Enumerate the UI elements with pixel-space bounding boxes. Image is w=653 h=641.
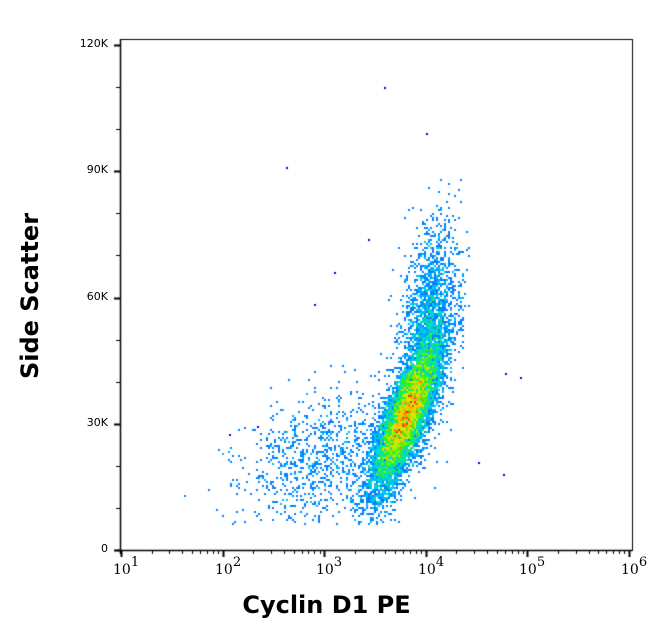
x-tick-label: 106 xyxy=(621,556,647,578)
x-tick-label: 102 xyxy=(215,556,241,578)
x-tick-base: 10 xyxy=(113,562,131,578)
x-tick-label: 105 xyxy=(519,556,545,578)
x-tick-exponent: 1 xyxy=(130,555,140,571)
x-tick-label: 103 xyxy=(316,556,342,578)
y-tick-label: 120K xyxy=(79,37,108,50)
x-axis-title: Cyclin D1 PE xyxy=(242,591,411,619)
x-tick-label: 104 xyxy=(418,556,444,578)
x-tick-base: 10 xyxy=(418,562,436,578)
y-tick-label: 30K xyxy=(86,416,108,429)
x-tick-base: 10 xyxy=(621,562,639,578)
x-tick-base: 10 xyxy=(215,562,233,578)
x-tick-exponent: 5 xyxy=(536,555,546,571)
x-tick-exponent: 4 xyxy=(435,555,445,571)
x-tick-base: 10 xyxy=(316,562,334,578)
y-tick-label: 90K xyxy=(86,163,108,176)
y-tick-label: 60K xyxy=(86,290,108,303)
y-tick-label: 0 xyxy=(101,542,108,555)
x-tick-label: 101 xyxy=(113,556,139,578)
x-tick-exponent: 6 xyxy=(638,555,648,571)
x-tick-exponent: 2 xyxy=(232,555,242,571)
x-tick-base: 10 xyxy=(519,562,537,578)
y-axis-title: Side Scatter xyxy=(16,212,44,380)
x-tick-exponent: 3 xyxy=(333,555,343,571)
